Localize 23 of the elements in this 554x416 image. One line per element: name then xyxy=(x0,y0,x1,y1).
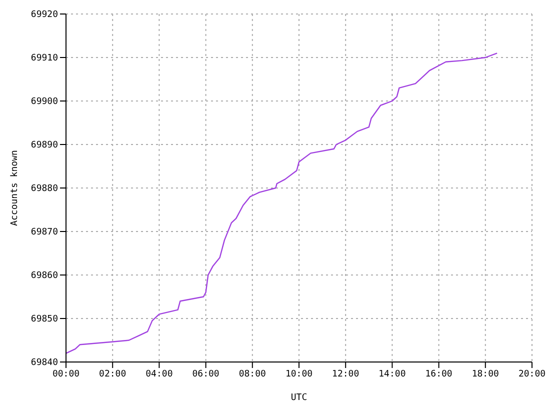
x-tick-label: 12:00 xyxy=(332,369,360,380)
x-tick-label: 02:00 xyxy=(99,369,126,380)
y-tick-label: 69840 xyxy=(30,358,58,368)
y-tick-label: 69880 xyxy=(30,184,58,194)
y-tick-label: 69870 xyxy=(30,228,58,238)
x-tick-label: 06:00 xyxy=(192,369,220,380)
x-tick-label: 00:00 xyxy=(52,369,80,380)
y-tick-label: 69860 xyxy=(30,271,58,282)
x-tick-label: 14:00 xyxy=(378,369,406,380)
x-tick-label: 20:00 xyxy=(518,369,546,380)
y-tick-label: 69920 xyxy=(30,10,58,20)
y-tick-label: 69850 xyxy=(30,314,58,325)
line-series xyxy=(66,52,498,354)
x-axis-title: UTC xyxy=(290,393,308,403)
y-tick-label: 69900 xyxy=(30,97,58,108)
y-tick-label: 69890 xyxy=(30,140,58,151)
y-tick-label: 69910 xyxy=(30,54,58,64)
x-tick-label: 04:00 xyxy=(146,369,173,380)
y-axis-title: Accounts known xyxy=(10,150,20,226)
x-tick-label: 10:00 xyxy=(285,369,313,380)
x-tick-label: 08:00 xyxy=(238,369,266,380)
x-tick-label: 18:00 xyxy=(472,369,499,380)
x-tick-label: 16:00 xyxy=(425,369,452,380)
